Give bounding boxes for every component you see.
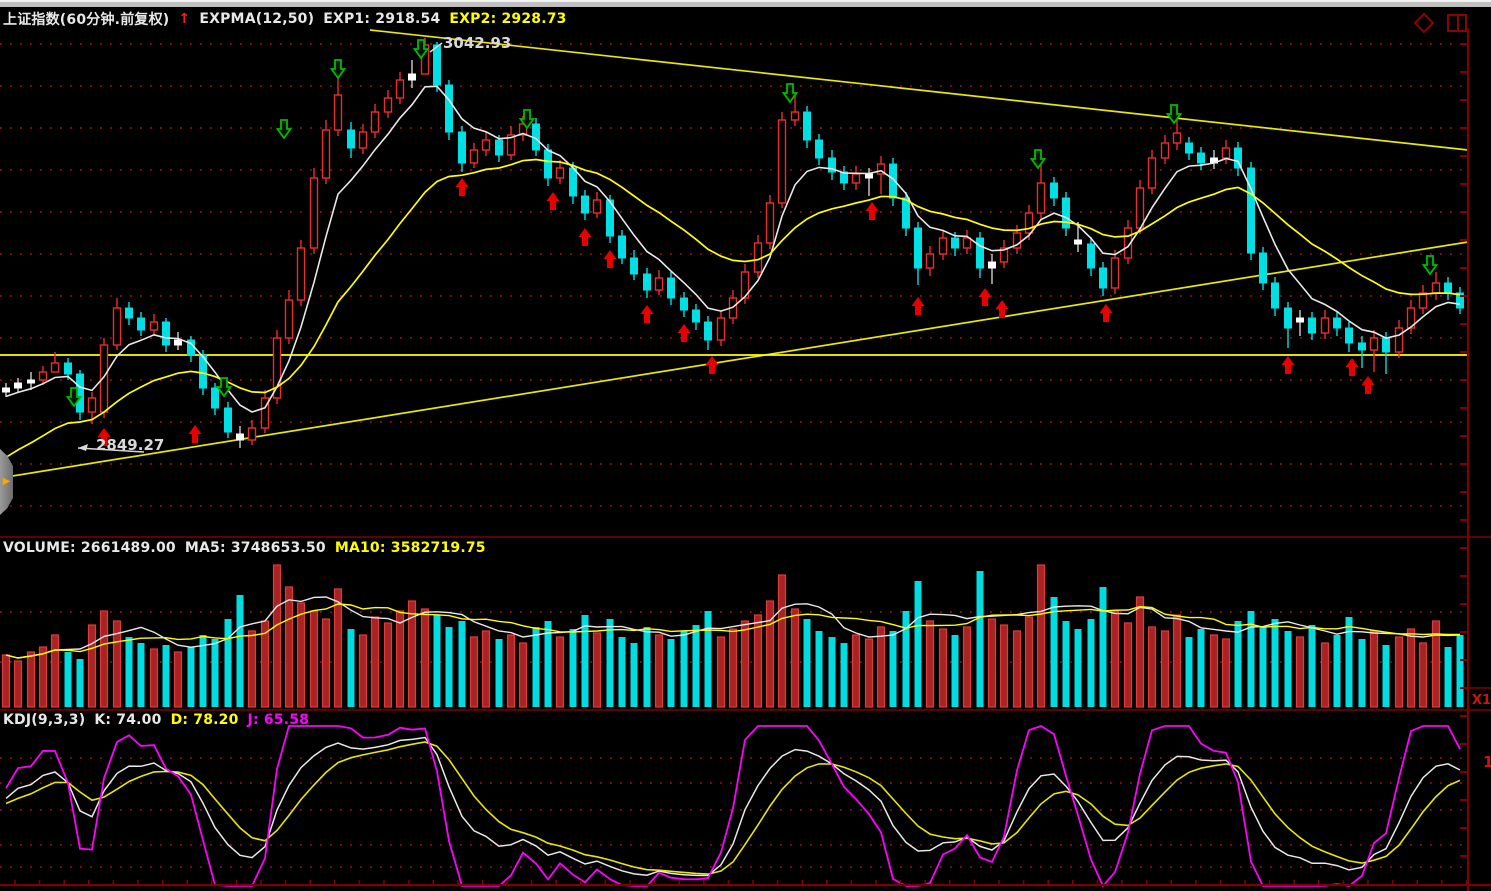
buy-signal-arrow [603,250,617,268]
panel-expander-tab[interactable]: ▶ [0,449,13,515]
buy-signal-arrow [1345,358,1359,376]
right-axis-partial-label: 1 [1483,753,1491,771]
chart-header: 上证指数(60分钟.前复权) ↑ EXPMA(12,50) EXP1: 2918… [3,9,567,29]
buy-signal-arrow [546,192,560,210]
kdj-k-line [5,736,1461,877]
buy-signal-arrow [97,428,111,446]
exp1-line-group [5,85,1461,413]
window-icons [1412,11,1469,35]
kdj-header: KDJ(9,3,3) K: 74.00 D: 78.20 J: 65.58 [3,712,309,728]
exp2-line [5,158,1461,459]
volume-ma10-line [5,603,1460,659]
kdj-k-value: K: 74.00 [94,712,162,728]
symbol-title: 上证指数(60分钟.前复权) [3,12,170,28]
exp1-value: EXP1: 2918.54 [323,11,441,27]
signal-arrows [65,39,1439,446]
buy-signal-arrow [578,228,592,246]
kdj-lines [5,725,1461,888]
sell-signal-arrow [65,387,83,408]
buy-signal-arrow [1281,356,1295,374]
volume-header: VOLUME: 2661489.00 MA5: 3748653.50 MA10:… [3,540,486,556]
kdj-name[interactable]: KDJ(9,3,3) [3,712,86,728]
up-arrow-icon: ↑ [178,11,191,27]
buy-signal-arrow [995,300,1009,318]
kdj-d-line [5,741,1461,875]
x-axis-scale-label[interactable]: X1 [1472,693,1491,708]
buy-signal-arrow [705,356,719,374]
sell-signal-arrow [329,59,347,80]
buy-signal-arrow [455,178,469,196]
buy-signal-arrow [188,425,202,443]
restore-window-icon[interactable] [1445,11,1469,35]
diamond-icon[interactable] [1412,11,1436,35]
sell-signal-arrow [781,83,799,104]
trough-price-annotation: 2849.27 [96,436,165,454]
sell-signal-arrow [518,109,536,130]
trend-lines [0,29,1469,479]
volume-ma5-line [5,596,1461,659]
volume-ma-lines [5,596,1461,659]
exp1-line [5,85,1461,413]
volume-ma10-value: MA10: 3582719.75 [334,540,486,556]
annotation-pointers [77,42,443,453]
exp2-line-group [5,158,1461,459]
volume-value: VOLUME: 2661489.00 [3,540,176,556]
toolbar-bottom-strip [0,0,1491,7]
kdj-d-value: D: 78.20 [170,712,239,728]
candles-group [2,38,1464,448]
indicator-label[interactable]: EXPMA(12,50) [199,11,315,27]
buy-signal-arrow [677,324,691,342]
buy-signal-arrow [865,202,879,220]
exp2-value: EXP2: 2928.73 [449,11,567,27]
axes-and-dividers [0,28,1491,891]
volume-ma5-value: MA5: 3748653.50 [184,540,326,556]
buy-signal-arrow [1361,376,1375,394]
price-gridlines [0,43,1468,868]
kdj-j-value: J: 65.58 [247,712,310,728]
buy-signal-arrow [978,288,992,306]
expander-arrow-icon: ▶ [2,476,11,487]
sell-signal-arrow [1421,255,1439,276]
sell-signal-arrow [412,39,430,60]
buy-signal-arrow [911,297,925,315]
sell-signal-arrow [1165,104,1183,125]
sell-signal-arrow [1029,149,1047,170]
sell-signal-arrow [275,119,293,140]
volume-bars [1,564,1464,708]
peak-price-annotation: 3042.93 [443,34,512,52]
sell-signal-arrow [215,377,233,398]
buy-signal-arrow [1099,304,1113,322]
buy-signal-arrow [640,305,654,323]
